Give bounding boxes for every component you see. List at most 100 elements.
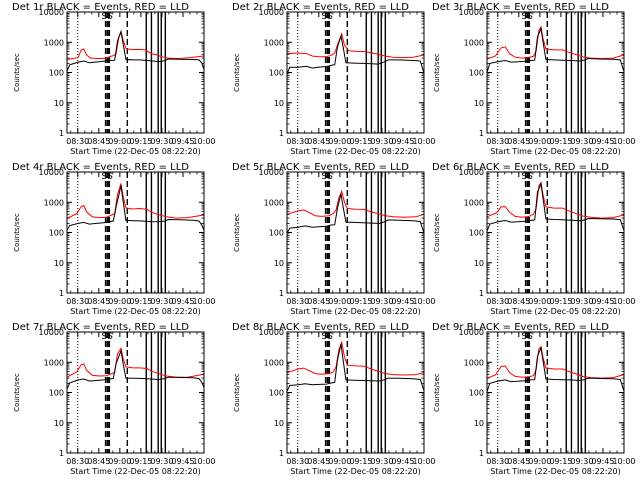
vline-group <box>77 332 167 453</box>
y-tick-label: 1000 <box>264 38 284 47</box>
x-tick-label: 09:45 <box>171 297 194 306</box>
vline-group <box>497 332 587 453</box>
panel-title: Det 9r BLACK = Events, RED = LLD <box>432 322 609 333</box>
x-axis-label: Start Time (22-Dec-05 08:22:20) <box>70 467 201 476</box>
x-axis-label: Start Time (22-Dec-05 08:22:20) <box>70 147 201 156</box>
marker-label: SS <box>101 12 113 22</box>
panel-title: Det 2r BLACK = Events, RED = LLD <box>232 2 409 13</box>
y-tick-label: 1 <box>479 289 484 298</box>
series-lld-line <box>286 340 424 376</box>
vline-group <box>297 172 387 293</box>
vline-group <box>297 12 387 133</box>
x-axis-label: Start Time (22-Dec-05 08:22:20) <box>70 307 201 316</box>
y-axis-label: Counts/sec <box>13 53 21 92</box>
x-tick-label: 08:30 <box>486 297 509 306</box>
series-lld-line <box>486 25 624 60</box>
y-tick-label: 1000 <box>264 198 284 207</box>
x-tick-label: 10:00 <box>192 137 215 146</box>
series-lld-line <box>66 347 204 378</box>
x-tick-label: 09:30 <box>150 297 173 306</box>
y-tick-label: 1 <box>59 129 64 138</box>
x-axis-label: Start Time (22-Dec-05 08:22:20) <box>290 307 421 316</box>
x-tick-label: 09:00 <box>328 297 351 306</box>
y-axis-label: Counts/sec <box>433 53 441 92</box>
panel-title: Det 7r BLACK = Events, RED = LLD <box>12 322 189 333</box>
x-axis-label: Start Time (22-Dec-05 08:22:20) <box>490 467 621 476</box>
y-tick-label: 1 <box>479 129 484 138</box>
vline-group <box>77 172 167 293</box>
x-tick-label: 10:00 <box>612 457 635 466</box>
marker-label: SS <box>321 332 333 342</box>
y-axis-label: Counts/sec <box>13 373 21 412</box>
x-tick-label: 08:30 <box>286 457 309 466</box>
series-lld-line <box>66 183 204 219</box>
panel-title: Det 5r BLACK = Events, RED = LLD <box>232 162 409 173</box>
x-tick-label: 10:00 <box>412 297 435 306</box>
x-tick-label: 08:45 <box>507 297 530 306</box>
series-events-line <box>486 345 625 393</box>
series-lld-line <box>286 189 424 218</box>
y-tick-label: 1 <box>59 449 64 458</box>
marker-label: SS <box>521 332 533 342</box>
y-tick-label: 1000 <box>44 38 64 47</box>
series-events-line <box>486 182 625 232</box>
x-tick-label: 10:00 <box>412 137 435 146</box>
y-tick-label: 10000 <box>259 8 284 17</box>
x-tick-label: 09:45 <box>391 137 414 146</box>
panel-title: Det 4r BLACK = Events, RED = LLD <box>12 162 189 173</box>
y-tick-label: 10 <box>474 259 484 268</box>
x-axis-label: Start Time (22-Dec-05 08:22:20) <box>490 147 621 156</box>
y-axis-label: Counts/sec <box>13 213 21 252</box>
y-axis-label: Counts/sec <box>233 213 241 252</box>
x-tick-label: 08:45 <box>307 457 330 466</box>
x-tick-label: 09:45 <box>391 297 414 306</box>
x-tick-label: 08:45 <box>507 137 530 146</box>
y-tick-label: 1 <box>279 289 284 298</box>
x-tick-label: 08:45 <box>87 297 110 306</box>
y-tick-label: 100 <box>49 229 64 238</box>
x-tick-label: 09:30 <box>370 457 393 466</box>
y-tick-label: 10 <box>274 99 284 108</box>
x-tick-label: 09:00 <box>328 457 351 466</box>
panel-title: Det 1r BLACK = Events, RED = LLD <box>12 2 189 13</box>
y-tick-label: 1000 <box>264 358 284 367</box>
y-tick-label: 10000 <box>259 168 284 177</box>
y-axis-label: Counts/sec <box>233 373 241 412</box>
marker-label: SS <box>101 172 113 182</box>
x-tick-label: 09:45 <box>171 457 194 466</box>
y-tick-label: 1 <box>59 289 64 298</box>
marker-label: SS <box>521 12 533 22</box>
x-tick-label: 09:30 <box>370 297 393 306</box>
y-tick-label: 10000 <box>459 328 484 337</box>
vline-group <box>297 332 387 453</box>
x-tick-label: 08:30 <box>66 297 89 306</box>
y-tick-label: 10 <box>54 419 64 428</box>
series-events-line <box>66 30 205 72</box>
y-tick-label: 1 <box>279 129 284 138</box>
x-tick-label: 09:15 <box>349 457 372 466</box>
y-axis-label: Counts/sec <box>433 213 441 252</box>
y-tick-label: 10 <box>54 99 64 108</box>
x-tick-label: 09:45 <box>591 297 614 306</box>
y-tick-label: 1000 <box>44 358 64 367</box>
marker-label: SS <box>321 172 333 182</box>
vline-group <box>77 12 167 133</box>
x-tick-label: 09:15 <box>129 457 152 466</box>
vline-group <box>497 172 587 293</box>
x-tick-label: 09:00 <box>108 457 131 466</box>
y-tick-label: 1 <box>279 449 284 458</box>
marker-label: SS <box>521 172 533 182</box>
x-tick-label: 08:30 <box>486 137 509 146</box>
y-tick-label: 1 <box>479 449 484 458</box>
y-tick-label: 1000 <box>464 358 484 367</box>
y-tick-label: 100 <box>469 229 484 238</box>
series-events-line <box>66 185 205 231</box>
x-tick-label: 08:45 <box>507 457 530 466</box>
x-tick-label: 09:30 <box>150 457 173 466</box>
